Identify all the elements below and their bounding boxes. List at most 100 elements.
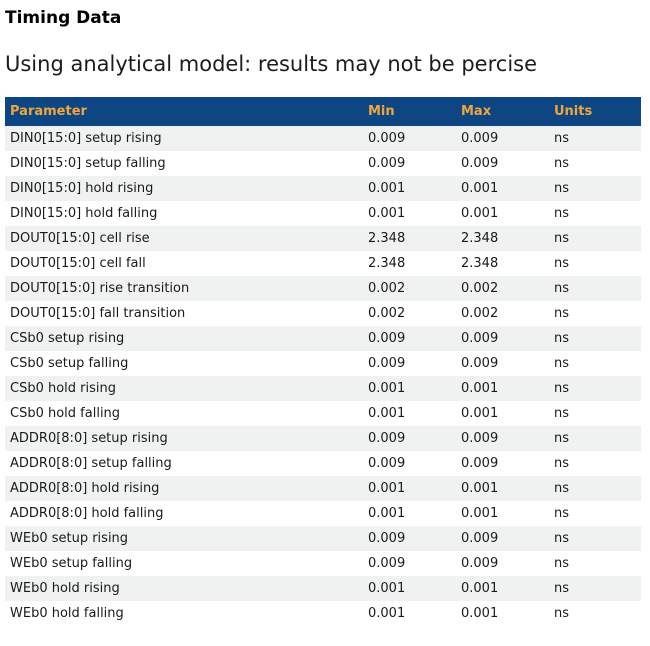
table-row: ADDR0[8:0] setup falling 0.009 0.009 ns [5,451,641,476]
units-cell: ns [554,506,570,521]
max-cell: 0.001 [456,476,549,501]
page-title: Timing Data [5,8,122,28]
units-cell: ns [554,306,570,321]
min-cell: 2.348 [368,256,406,271]
parameter-cell: WEb0 hold falling [10,606,124,621]
max-cell: 0.001 [456,576,549,601]
min-cell: 0.009 [363,326,456,351]
units-cell: ns [554,606,570,621]
table-row: CSb0 setup falling 0.009 0.009 ns [5,351,641,376]
column-header-min: Min [363,97,456,126]
units-cell: ns [549,226,641,251]
table-row: ADDR0[8:0] hold falling 0.001 0.001 ns [5,501,641,526]
max-cell: 0.009 [456,326,549,351]
min-cell: 0.001 [363,476,456,501]
table-row: DIN0[15:0] setup rising 0.009 0.009 ns [5,126,641,151]
min-cell: 0.001 [363,376,456,401]
table-row: DOUT0[15:0] fall transition 0.002 0.002 ns [5,301,641,326]
units-cell: ns [554,256,570,271]
parameter-cell: DIN0[15:0] hold falling [10,206,158,221]
table-row: ADDR0[8:0] setup rising 0.009 0.009 ns [5,426,641,451]
column-header-parameter: Parameter [5,97,363,126]
page-subtitle: Using analytical model: results may not … [5,52,538,76]
units-cell: ns [549,426,641,451]
parameter-cell: DIN0[15:0] hold rising [5,176,363,201]
units-cell: ns [554,456,570,471]
min-cell: 0.001 [363,176,456,201]
table-row: DOUT0[15:0] cell rise 2.348 2.348 ns [5,226,641,251]
units-cell: ns [549,126,641,151]
timing-table: Parameter Min Max Units DIN0[15:0] setup… [5,97,641,626]
parameter-cell: DOUT0[15:0] fall transition [10,306,186,321]
min-cell: 0.009 [368,556,406,571]
report-page: Timing Data Using analytical model: resu… [0,8,650,626]
parameter-cell: DOUT0[15:0] cell rise [5,226,363,251]
units-cell: ns [549,526,641,551]
units-cell: ns [549,576,641,601]
units-cell: ns [554,356,570,371]
max-cell: 0.002 [456,276,549,301]
parameter-cell: ADDR0[8:0] hold rising [5,476,363,501]
min-cell: 0.009 [363,126,456,151]
parameter-cell: ADDR0[8:0] setup falling [10,456,172,471]
table-row: WEb0 hold falling 0.001 0.001 ns [5,601,641,626]
units-cell: ns [549,476,641,501]
table-row: DOUT0[15:0] cell fall 2.348 2.348 ns [5,251,641,276]
parameter-cell: DOUT0[15:0] cell fall [10,256,146,271]
max-cell: 0.009 [461,456,499,471]
min-cell: 0.001 [368,506,406,521]
max-cell: 0.009 [461,556,499,571]
parameter-cell: ADDR0[8:0] hold falling [10,506,164,521]
min-cell: 0.009 [368,356,406,371]
column-header-max: Max [456,97,549,126]
parameter-cell: DIN0[15:0] setup falling [10,156,166,171]
max-cell: 0.009 [456,426,549,451]
max-cell: 0.009 [456,526,549,551]
max-cell: 0.001 [461,206,499,221]
timing-table-body: DIN0[15:0] setup rising 0.009 0.009 ns DIN0[… [5,126,641,626]
parameter-cell: WEb0 setup rising [5,526,363,551]
table-row: DOUT0[15:0] rise transition 0.002 0.002 ns [5,276,641,301]
min-cell: 0.001 [368,406,406,421]
max-cell: 2.348 [461,256,499,271]
parameter-cell: DIN0[15:0] setup rising [5,126,363,151]
max-cell: 0.001 [461,506,499,521]
min-cell: 0.009 [368,156,406,171]
parameter-cell: ADDR0[8:0] setup rising [5,426,363,451]
min-cell: 0.001 [368,206,406,221]
column-header-units: Units [549,97,641,126]
parameter-cell: WEb0 setup falling [10,556,133,571]
table-row: CSb0 hold falling 0.001 0.001 ns [5,401,641,426]
table-row: CSb0 setup rising 0.009 0.009 ns [5,326,641,351]
min-cell: 0.009 [363,526,456,551]
min-cell: 0.002 [368,306,406,321]
table-row: DIN0[15:0] hold falling 0.001 0.001 ns [5,201,641,226]
max-cell: 0.009 [461,156,499,171]
min-cell: 0.001 [363,576,456,601]
units-cell: ns [554,156,570,171]
parameter-cell: DOUT0[15:0] rise transition [5,276,363,301]
table-row: CSb0 hold rising 0.001 0.001 ns [5,376,641,401]
parameter-cell: CSb0 setup rising [5,326,363,351]
units-cell: ns [554,556,570,571]
max-cell: 0.001 [461,606,499,621]
table-row: ADDR0[8:0] hold rising 0.001 0.001 ns [5,476,641,501]
max-cell: 0.001 [456,176,549,201]
table-row: WEb0 setup rising 0.009 0.009 ns [5,526,641,551]
max-cell: 0.009 [461,356,499,371]
min-cell: 2.348 [363,226,456,251]
units-cell: ns [549,176,641,201]
units-cell: ns [554,206,570,221]
units-cell: ns [554,406,570,421]
max-cell: 0.002 [461,306,499,321]
units-cell: ns [549,376,641,401]
min-cell: 0.009 [363,426,456,451]
min-cell: 0.001 [368,606,406,621]
units-cell: ns [549,326,641,351]
parameter-cell: WEb0 hold rising [5,576,363,601]
max-cell: 0.001 [456,376,549,401]
parameter-cell: CSb0 setup falling [10,356,129,371]
max-cell: 2.348 [456,226,549,251]
timing-table-header: Parameter Min Max Units [5,97,641,126]
min-cell: 0.009 [368,456,406,471]
